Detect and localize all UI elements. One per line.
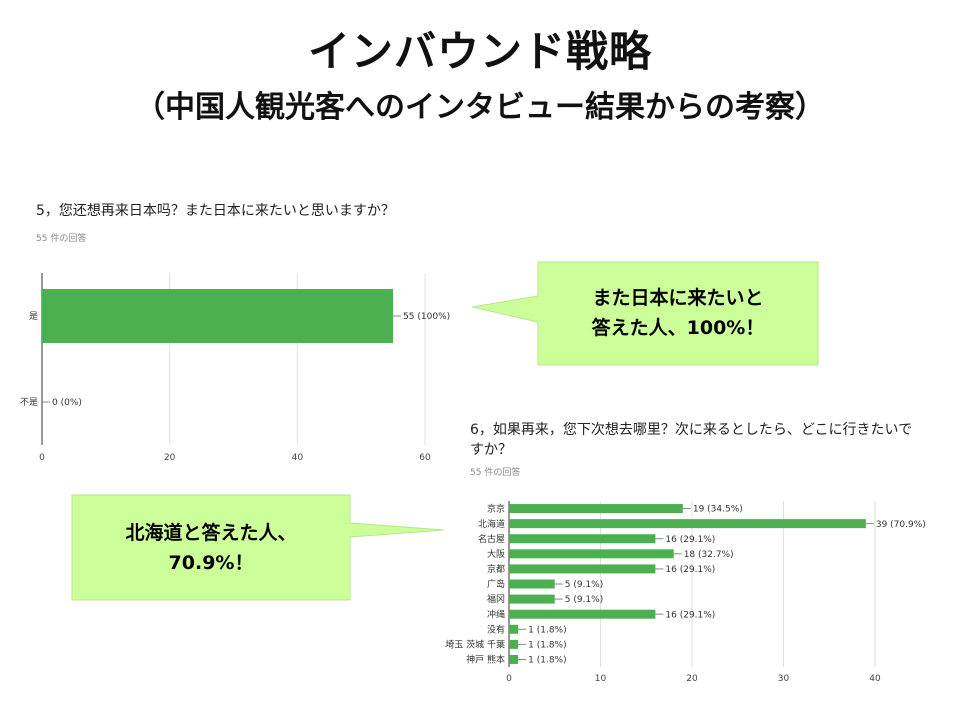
q6-bar — [509, 639, 519, 649]
q6-x-tick-label: 30 — [778, 674, 790, 684]
q6-bar — [509, 564, 656, 574]
q6-data-label: 19 (34.5%) — [693, 505, 743, 515]
q6-category-label: 京都 — [487, 563, 505, 575]
q6-category-label: 神戸 熊本 — [466, 654, 505, 666]
callout-right-text: また日本に来たいと 答えた人、100%！ — [538, 283, 818, 343]
q6-category-label: 福冈 — [487, 593, 505, 605]
q5-x-tick-label: 20 — [164, 453, 176, 463]
q6-category-label: 京京 — [487, 503, 505, 515]
q5-data-label: 55 (100%) — [403, 312, 450, 322]
slide-subtitle: （中国人観光客へのインタビュー結果からの考察） — [135, 90, 825, 125]
q6-category-label: 冲绳 — [487, 608, 505, 620]
q6-bar — [509, 519, 866, 529]
q6-data-label: 1 (1.8%) — [528, 656, 566, 666]
callout-left-line2: 70.9%！ — [168, 552, 254, 574]
q6-data-label: 39 (70.9%) — [876, 520, 926, 530]
q6-category-label: 大阪 — [487, 548, 505, 560]
slide-title: インバウンド戦略 — [307, 27, 652, 76]
q5-bar-chart: 0 20 40 60 是 55 (100%) 不是 0 (0%) — [20, 273, 450, 463]
q6-x-tick-label: 10 — [595, 674, 607, 684]
q6-x-tick-label: 40 — [869, 674, 881, 684]
q6-title: 6，如果再来，您下次想去哪里？次に来るとしたら、どこに行きたいで すか？ — [470, 420, 912, 460]
q6-data-label: 18 (32.7%) — [684, 550, 734, 560]
q6-response-count: 55 件の回答 — [470, 468, 521, 478]
q5-response-count: 55 件の回答 — [36, 234, 87, 244]
q6-bar — [509, 504, 683, 514]
q6-title-line1: 6，如果再来，您下次想去哪里？次に来るとしたら、どこに行きたいで — [470, 422, 913, 438]
q6-bar — [509, 549, 674, 559]
q6-bar — [509, 609, 656, 619]
q6-x-tick-label: 20 — [686, 674, 698, 684]
q6-bar — [509, 654, 519, 664]
q6-data-label: 16 (29.1%) — [665, 565, 715, 575]
q6-data-label: 16 (29.1%) — [665, 610, 715, 620]
q6-data-label: 1 (1.8%) — [528, 625, 566, 635]
q5-title: 5，您还想再来日本吗？また日本に来たいと思いますか？ — [36, 203, 395, 219]
q5-category-label: 是 — [29, 311, 38, 322]
q6-category-label: 北海道 — [478, 518, 505, 530]
q6-bar-chart: 0 10 20 30 40 京京 19 (34.5%) 北海道 39 (70.9%) 名古屋 16 … — [445, 501, 926, 684]
q6-category-label: 广岛 — [487, 578, 505, 590]
q6-category-label: 埼玉 茨城 千葉 — [445, 639, 505, 651]
callout-left-text: 北海道と答えた人、 70.9%！ — [72, 518, 350, 578]
q6-x-tick-label: 0 — [506, 674, 512, 684]
q5-bar — [42, 289, 394, 343]
q6-bar — [509, 579, 555, 589]
q6-bar — [509, 624, 519, 634]
q6-category-label: 名古屋 — [478, 533, 505, 545]
q6-bar — [509, 594, 555, 604]
q6-category-label: 没有 — [487, 623, 505, 635]
q6-title-line2: すか？ — [470, 442, 512, 458]
q6-bar — [509, 534, 656, 544]
q6-data-label: 16 (29.1%) — [665, 535, 715, 545]
callout-right-line1: また日本に来たいと — [592, 287, 764, 309]
q5-category-label: 不是 — [20, 397, 38, 408]
q6-data-label: 1 (1.8%) — [528, 641, 566, 651]
callout-left-line1: 北海道と答えた人、 — [125, 522, 297, 544]
callout-right-line2: 答えた人、100%！ — [591, 317, 765, 339]
q6-data-label: 5 (9.1%) — [565, 580, 603, 590]
q5-x-tick-label: 40 — [292, 453, 304, 463]
q5-x-tick-label: 0 — [39, 453, 45, 463]
q6-data-label: 5 (9.1%) — [565, 595, 603, 605]
q5-x-tick-label: 60 — [419, 453, 431, 463]
q5-data-label: 0 (0%) — [52, 398, 82, 408]
